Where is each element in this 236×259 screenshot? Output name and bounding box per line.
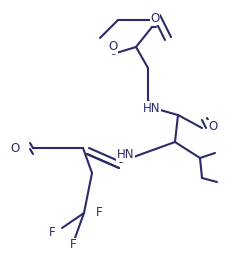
Text: F: F bbox=[48, 226, 55, 239]
Text: HN: HN bbox=[143, 102, 160, 114]
Text: O: O bbox=[208, 120, 217, 133]
Text: HN: HN bbox=[117, 148, 135, 162]
Text: F: F bbox=[96, 206, 103, 219]
Text: O: O bbox=[108, 40, 118, 54]
Text: O: O bbox=[150, 11, 160, 25]
Text: O: O bbox=[11, 141, 20, 155]
Text: F: F bbox=[70, 239, 76, 251]
